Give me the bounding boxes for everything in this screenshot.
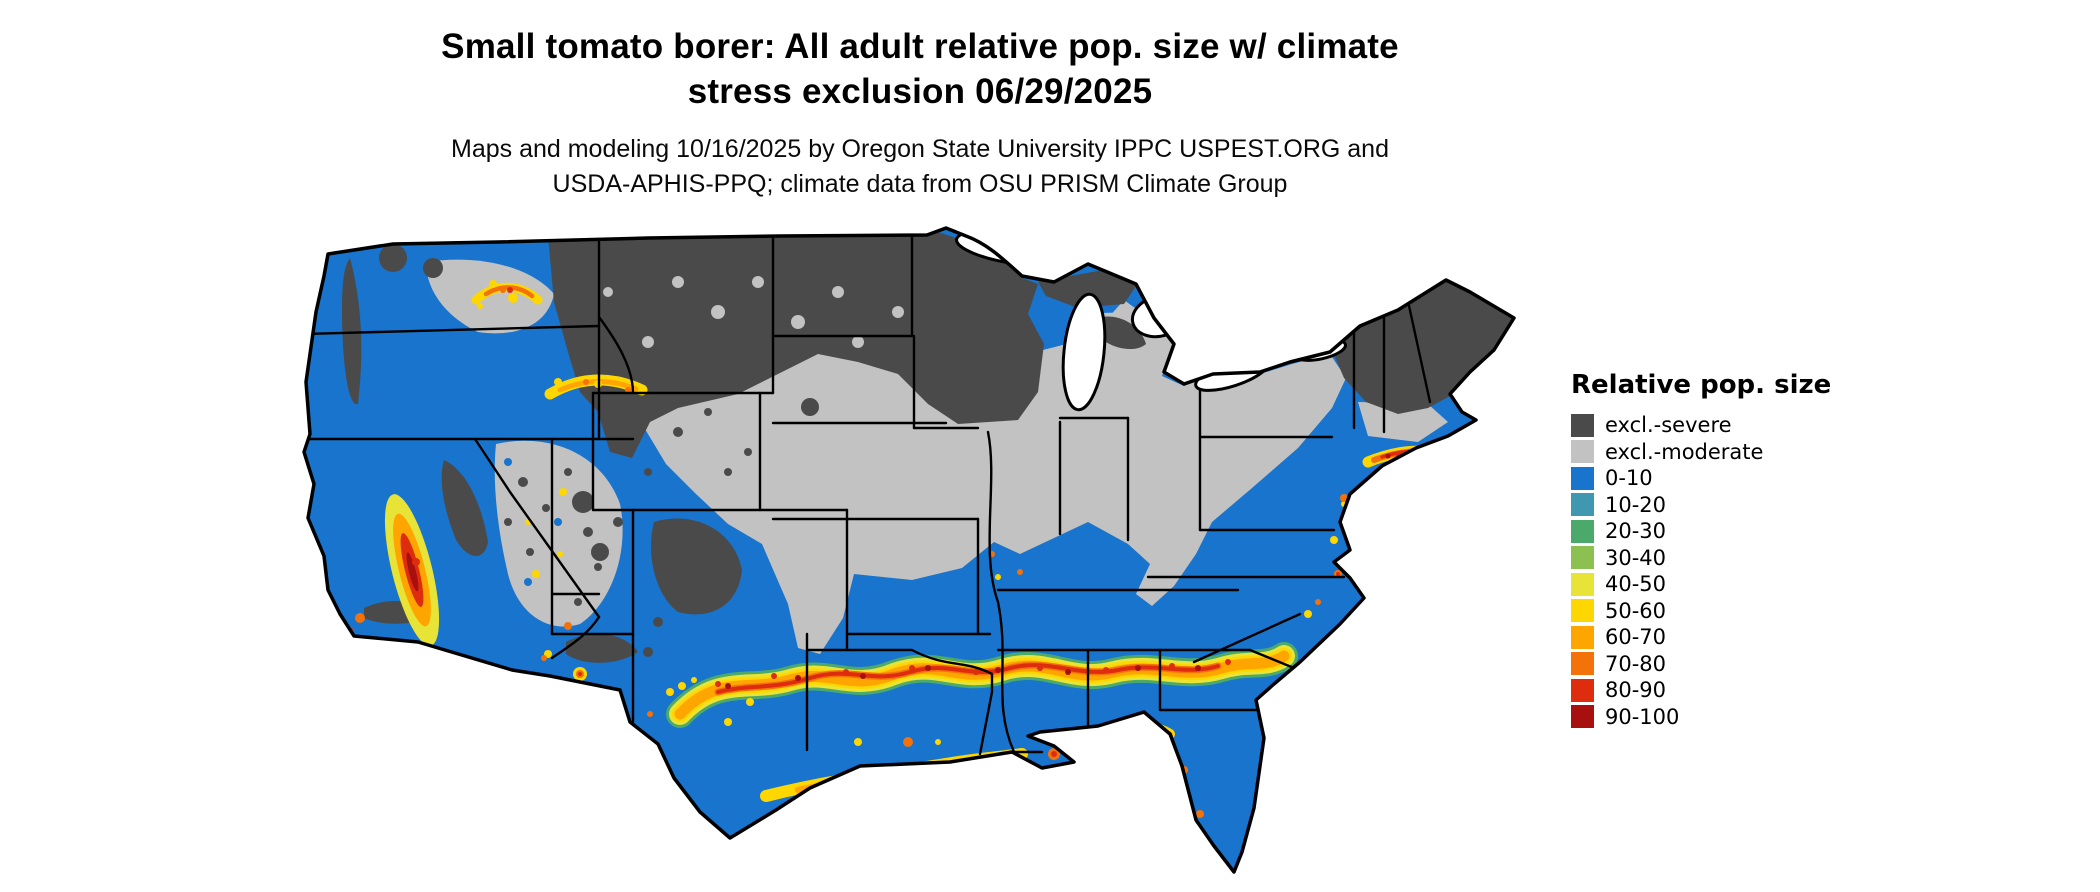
legend-item-excl-severe: excl.-severe (1571, 412, 1901, 439)
legend-title: Relative pop. size (1571, 370, 1832, 400)
us-map-svg (302, 226, 1516, 874)
legend-item-10-20: 10-20 (1571, 492, 1901, 519)
legend-item-30-40: 30-40 (1571, 545, 1901, 572)
map-speckles-blue (504, 458, 622, 586)
legend-swatch-50-60 (1571, 599, 1594, 623)
legend-item-60-70: 60-70 (1571, 624, 1901, 651)
map-legend: Relative pop. size excl.-severe excl.-mo… (1571, 370, 1901, 730)
legend-swatch-excl-severe (1571, 413, 1594, 437)
legend-label-50-60: 50-60 (1605, 598, 1667, 623)
legend-label-60-70: 60-70 (1605, 625, 1667, 650)
us-map (298, 222, 1533, 890)
map-hotspot-central-valley (384, 494, 440, 646)
map-speckles-red (347, 287, 1401, 757)
legend-label-40-50: 40-50 (1605, 572, 1667, 597)
legend-label-0-10: 0-10 (1605, 466, 1653, 491)
legend-swatch-80-90 (1571, 678, 1594, 702)
legend-label-70-80: 70-80 (1605, 651, 1667, 676)
legend-swatch-90-100 (1571, 705, 1594, 729)
legend-label-20-30: 20-30 (1605, 519, 1667, 544)
legend-swatch-40-50 (1571, 572, 1594, 596)
legend-label-90-100: 90-100 (1605, 704, 1680, 729)
legend-swatch-70-80 (1571, 652, 1594, 676)
legend-label-excl-severe: excl.-severe (1605, 413, 1732, 438)
page-subtitle: Maps and modeling 10/16/2025 by Oregon S… (180, 132, 1660, 202)
legend-swatch-0-10 (1571, 466, 1594, 490)
map-speckles-dark (504, 393, 752, 606)
legend-item-0-10: 0-10 (1571, 465, 1901, 492)
legend-item-excl-moderate: excl.-moderate (1571, 439, 1901, 466)
legend-label-80-90: 80-90 (1605, 678, 1667, 703)
us-outline (302, 226, 1516, 874)
legend-swatch-30-40 (1571, 546, 1594, 570)
legend-swatch-60-70 (1571, 625, 1594, 649)
legend-item-20-30: 20-30 (1571, 518, 1901, 545)
map-header: Small tomato borer: All adult relative p… (180, 24, 1660, 202)
legend-item-90-100: 90-100 (1571, 704, 1901, 731)
legend-item-40-50: 40-50 (1571, 571, 1901, 598)
legend-label-30-40: 30-40 (1605, 545, 1667, 570)
legend-label-10-20: 10-20 (1605, 492, 1667, 517)
page-title: Small tomato borer: All adult relative p… (180, 24, 1660, 114)
subtitle-line-1: Maps and modeling 10/16/2025 by Oregon S… (451, 135, 1389, 163)
legend-swatch-20-30 (1571, 519, 1594, 543)
legend-item-80-90: 80-90 (1571, 677, 1901, 704)
legend-swatch-excl-moderate (1571, 440, 1594, 464)
map-layer-excl-moderate (426, 259, 1448, 654)
subtitle-line-2: USDA-APHIS-PPQ; climate data from OSU PR… (552, 170, 1288, 198)
map-speckles-light (603, 276, 904, 348)
legend-label-excl-moderate: excl.-moderate (1605, 439, 1764, 464)
map-layer-excl-severe (342, 232, 1514, 663)
title-line-1: Small tomato borer: All adult relative p… (441, 27, 1399, 66)
legend-item-50-60: 50-60 (1571, 598, 1901, 625)
legend-swatch-10-20 (1571, 493, 1594, 517)
legend-item-70-80: 70-80 (1571, 651, 1901, 678)
title-line-2: stress exclusion 06/29/2025 (687, 72, 1153, 111)
lake-michigan (1061, 292, 1107, 412)
